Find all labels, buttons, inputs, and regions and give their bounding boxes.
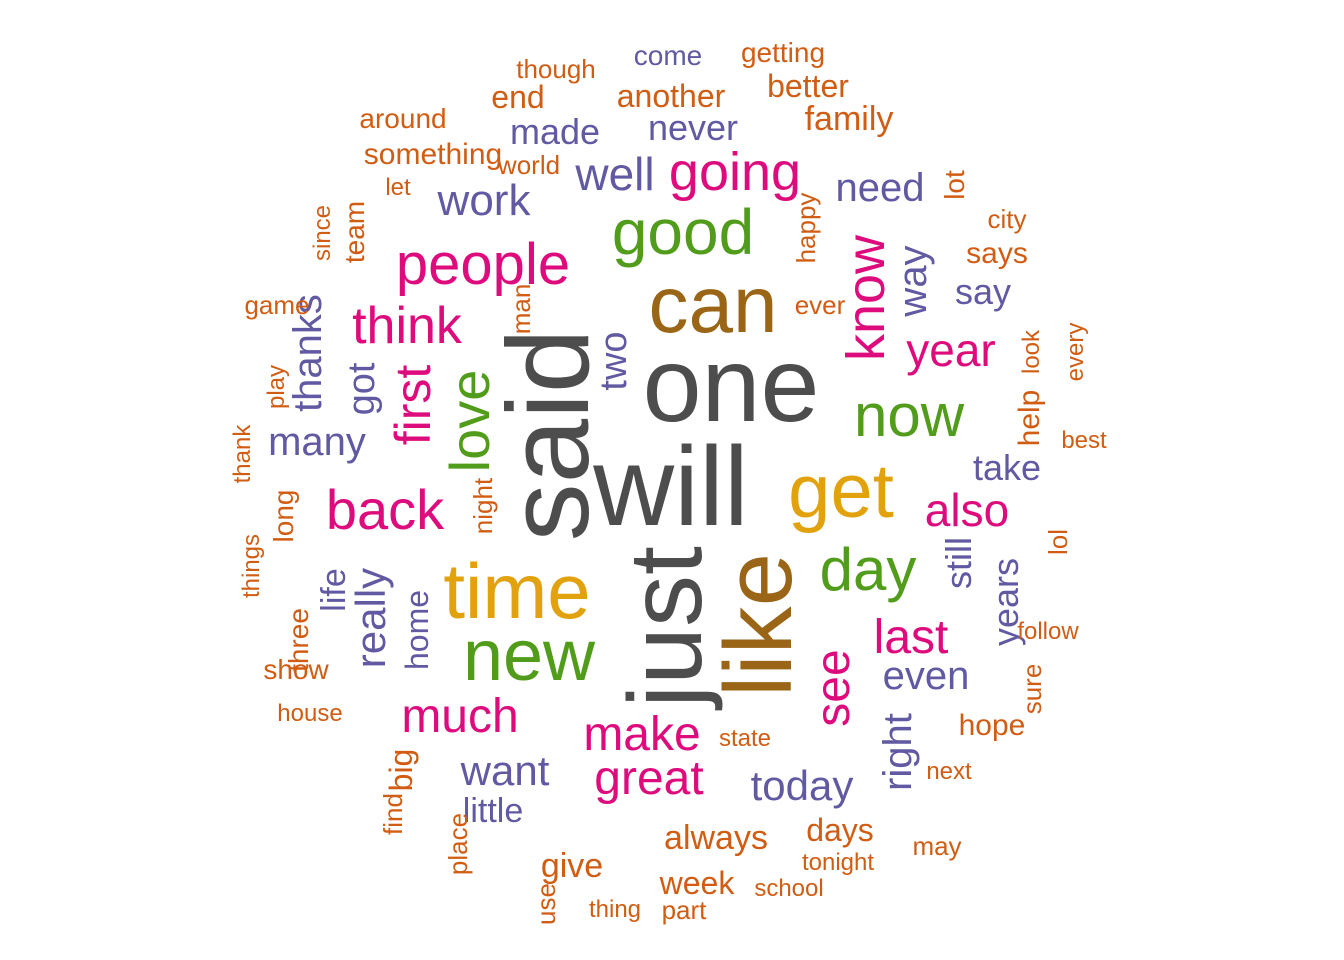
word-since: since [309, 204, 336, 262]
word-love: love [438, 369, 501, 473]
word-little: little [462, 792, 524, 830]
word-things: things [238, 533, 265, 599]
word-give: give [540, 847, 604, 885]
word-says: says [966, 237, 1028, 270]
word-one: one [642, 326, 820, 444]
word-going: going [668, 142, 802, 202]
word-great: great [594, 752, 704, 805]
word-lot: lot [939, 170, 970, 200]
word-place: place [443, 812, 473, 876]
word-make: make [583, 708, 701, 761]
word-sure: sure [1017, 663, 1047, 715]
word-home: home [399, 589, 435, 671]
word-work: work [437, 176, 531, 225]
word-days: days [806, 812, 874, 848]
word-ever: ever [794, 290, 846, 320]
word-play: play [263, 364, 290, 410]
word-look: look [1018, 329, 1045, 375]
word-big: big [383, 748, 419, 792]
word-end: end [491, 79, 545, 115]
word-even: even [882, 654, 970, 698]
word-game: game [244, 290, 310, 320]
word-show: show [263, 654, 329, 685]
word-first: first [385, 364, 441, 446]
word-help: help [1013, 389, 1046, 447]
word-thing: thing [588, 896, 642, 923]
word-night: night [468, 477, 498, 535]
word-well: well [575, 148, 655, 200]
word-tonight: tonight [801, 849, 875, 876]
word-two: two [593, 331, 635, 391]
word-long: long [268, 489, 299, 543]
word-will: will [593, 424, 749, 549]
word-good: good [611, 196, 755, 268]
word-really: really [347, 567, 394, 669]
word-next: next [926, 758, 972, 785]
word-last: last [873, 611, 949, 664]
word-city: city [987, 204, 1027, 234]
word-now: now [853, 382, 965, 449]
word-family: family [804, 100, 894, 138]
word-today: today [750, 762, 854, 809]
word-see: see [807, 649, 860, 727]
word-find: find [378, 793, 408, 835]
word-team: team [339, 200, 370, 264]
word-people: people [395, 232, 571, 297]
word-every: every [1062, 322, 1089, 382]
word-always: always [664, 819, 768, 857]
word-new: new [462, 616, 596, 696]
word-school: school [754, 875, 824, 902]
word-said: said [483, 328, 613, 542]
word-right: right [876, 713, 920, 791]
word-though: though [516, 54, 596, 84]
word-day: day [819, 536, 917, 603]
word-around: around [359, 103, 447, 134]
word-let: let [385, 174, 411, 201]
word-want: want [460, 747, 550, 794]
word-better: better [767, 68, 849, 104]
word-got: got [341, 362, 383, 416]
word-follow: follow [1017, 618, 1079, 645]
word-get: get [788, 449, 894, 534]
word-best: best [1061, 427, 1107, 454]
word-say: say [954, 271, 1012, 312]
word-another: another [616, 78, 726, 114]
word-back: back [325, 478, 445, 541]
word-just: just [608, 546, 724, 708]
word-also: also [924, 484, 1010, 536]
word-come: come [633, 40, 703, 71]
word-part: part [661, 895, 707, 925]
word-house: house [277, 700, 343, 727]
word-time: time [443, 547, 591, 635]
word-take: take [972, 447, 1042, 488]
word-something: something [363, 138, 503, 171]
word-happy: happy [791, 192, 821, 264]
word-never: never [647, 107, 739, 148]
word-man: man [506, 283, 536, 335]
word-week: week [659, 865, 735, 901]
word-can: can [648, 260, 778, 349]
word-lol: lol [1043, 528, 1073, 556]
word-hope: hope [958, 709, 1026, 742]
word-many: many [268, 420, 366, 464]
word-thank: thank [229, 424, 256, 484]
word-like: like [705, 552, 812, 698]
word-state: state [718, 725, 772, 752]
word-getting: getting [740, 37, 826, 68]
word-may: may [912, 831, 962, 861]
word-use: use [531, 883, 561, 925]
word-know: know [836, 234, 896, 362]
word-think: think [352, 297, 462, 355]
word-year: year [906, 324, 996, 376]
word-made: made [509, 111, 601, 152]
word-way: way [891, 245, 935, 317]
word-world: world [497, 150, 561, 180]
word-life: life [315, 568, 353, 612]
word-much: much [401, 690, 519, 743]
word-need: need [835, 166, 925, 210]
word-still: still [938, 537, 979, 589]
